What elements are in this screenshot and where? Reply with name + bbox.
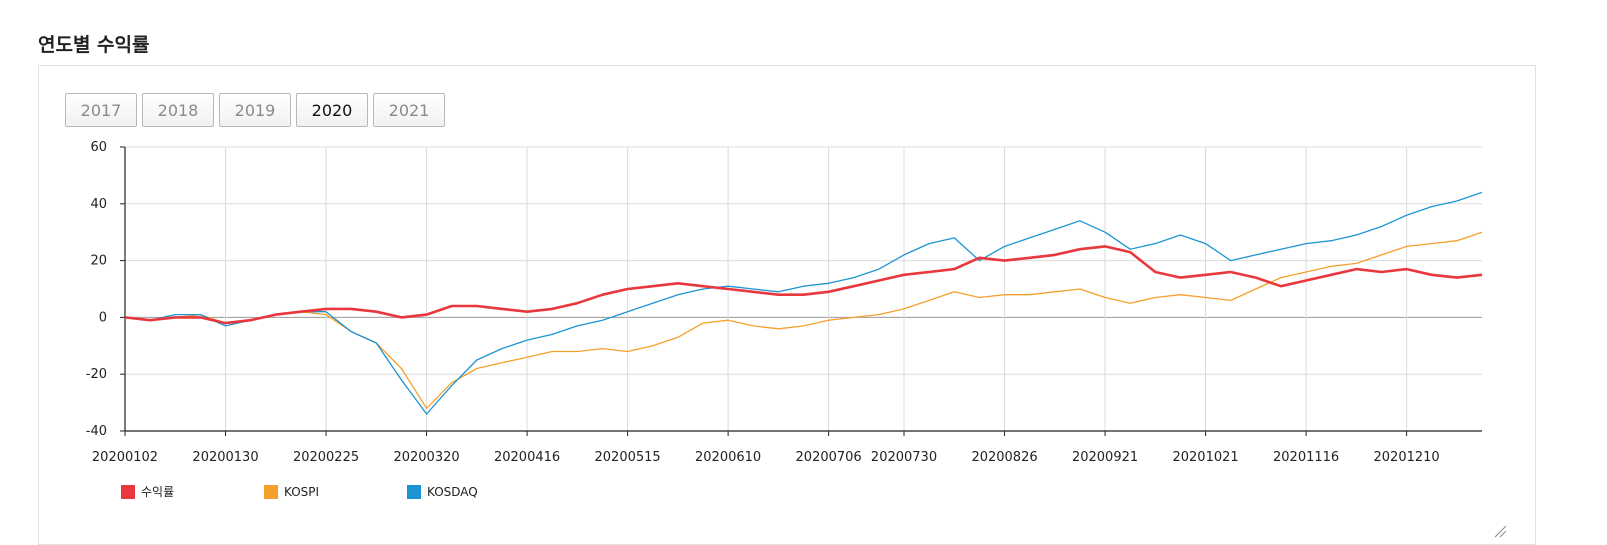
year-button-2018[interactable]: 2018 [142,93,214,127]
year-button-2017[interactable]: 2017 [65,93,137,127]
y-tick-label: -20 [86,367,107,382]
legend-label-returns: 수익률 [141,485,175,499]
x-tick-label: 20200320 [393,450,459,465]
legend-item-returns[interactable]: 수익률 [121,483,264,500]
x-tick-label: 20200610 [695,450,761,465]
x-tick-label: 20200515 [595,450,661,465]
chart-panel: 2017 2018 2019 2020 2021 -40 -20 0 20 40 60 20… [38,65,1536,545]
x-tick-label: 20200102 [92,450,158,465]
legend-label-kosdaq: KOSDAQ [427,484,478,499]
legend-swatch-returns [121,484,135,499]
section-title: 연도별 수익률 [38,34,150,56]
x-tick-label: 20200826 [971,450,1037,465]
legend-label-kospi: KOSPI [284,484,320,499]
year-button-2019[interactable]: 2019 [219,93,291,127]
x-tick-label: 20200130 [192,450,258,465]
x-tick-label: 20200225 [293,450,359,465]
legend-item-kosdaq[interactable]: KOSDAQ [407,483,478,500]
year-tabs: 2017 2018 2019 2020 2021 [65,93,445,127]
x-tick-label: 20200730 [871,450,937,465]
x-tick-label: 20200416 [494,450,560,465]
year-button-2020[interactable]: 2020 [296,93,368,127]
x-tick-label: 20201210 [1374,450,1440,465]
series-line-returns [124,245,1483,325]
x-tick-label: 20201021 [1172,450,1238,465]
x-tick-label: 20200921 [1072,450,1138,465]
resize-handle-icon[interactable] [1493,524,1507,538]
y-tick-label: -40 [86,424,107,439]
y-tick-label: 40 [90,197,107,212]
series-line-kospi [124,231,1483,409]
series-line-kosdaq [124,191,1483,415]
legend-swatch-kosdaq [407,484,421,499]
legend-item-kospi[interactable]: KOSPI [264,483,407,500]
returns-line-chart: -40 -20 0 20 40 60 20200102 20200130 20200225 202… [86,140,1483,465]
legend-swatch-kospi [264,484,278,499]
chart-legend: 수익률 KOSPI KOSDAQ [121,483,478,500]
y-tick-label: 0 [99,310,107,325]
year-button-2021[interactable]: 2021 [373,93,445,127]
y-tick-label: 20 [90,254,107,269]
x-tick-label: 20201116 [1273,450,1339,465]
y-tick-label: 60 [90,140,107,155]
x-tick-label: 20200706 [796,450,862,465]
